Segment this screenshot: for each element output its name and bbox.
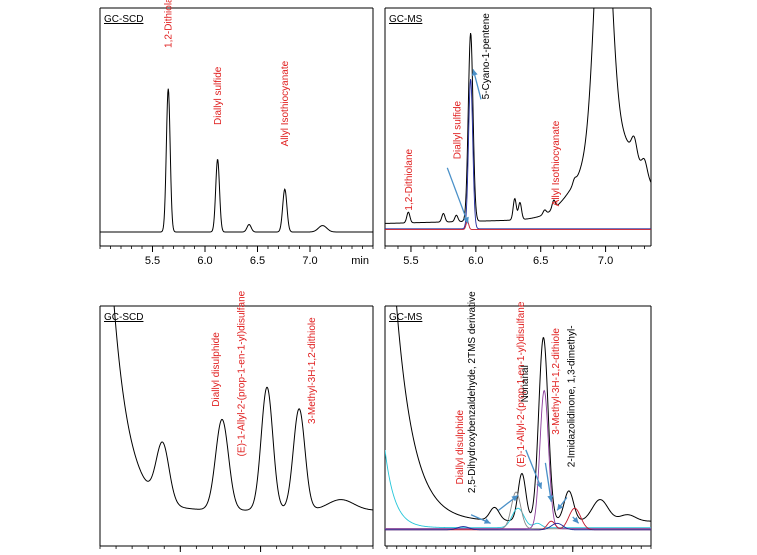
plot-area	[100, 88, 373, 233]
tick-label: 6.0	[197, 255, 212, 267]
peak-label: 1,2-Dithiolane	[163, 0, 174, 48]
peak-label: 2-Imidazolidinone, 1,3-dimethyl-	[567, 325, 578, 467]
annotation-arrow-head	[471, 69, 478, 76]
chart-top-left: 5.5 6.0 6.5 7.0 min GC-SCD 1,2-Dithiolane Diall…	[99, 0, 374, 267]
chart-title: GC-MS	[389, 14, 423, 25]
annotation-arrow-head	[463, 216, 469, 224]
x-axis-label: min	[351, 255, 369, 267]
peak-label: Diallyl sulfide	[213, 66, 224, 125]
chart-title: GC-MS	[389, 312, 423, 323]
peak-label: 3-Methyl-3H-1,2-dithiole	[551, 328, 562, 435]
trace-eic-gray	[385, 491, 651, 530]
annotation-arrow-head	[557, 503, 564, 511]
trace-eic-purple	[385, 389, 651, 530]
peak-label: (E)-1-Allyl-2-(prop-1-en-1-yl)disulfane	[516, 301, 527, 467]
plot-area	[385, 306, 651, 531]
trace-eic-1	[385, 79, 651, 230]
chart-top-right: 5.5 6.0 6.5 7.0 GC-MS 1,2-Dithiolane Diallyl s…	[384, 7, 652, 267]
peak-label: (E)-1-Allyl-2-(prop-1-en-1-yl)disulfane	[237, 290, 248, 456]
peak-label: 1,2-Dithiolane	[404, 148, 415, 210]
annotation-arrow-head	[511, 495, 518, 502]
tick-label: 5.5	[403, 255, 418, 267]
tick-label: 7.0	[598, 255, 613, 267]
annotation-arrow	[446, 167, 469, 224]
peak-label: 3-Methyl-3H-1,2-dithiole	[307, 317, 318, 424]
tick-label: 6.5	[250, 255, 265, 267]
peak-label: 2,5-Dihydroxybenzaldehyde, 2TMS derivati…	[467, 291, 478, 493]
peak-label: Allyl Isothiocyanate	[551, 120, 562, 206]
plot-area	[385, 8, 651, 230]
trace-tic	[396, 306, 651, 522]
annotation-arrow-head	[547, 495, 554, 502]
annotation-arrow-head	[536, 482, 543, 489]
tick-label: 6.5	[533, 255, 548, 267]
tick-label: 7.0	[302, 255, 317, 267]
annotation-arrow	[525, 449, 543, 490]
trace-eic-blue	[385, 522, 651, 531]
peak-label: Allyl Isothiocyanate	[280, 60, 291, 146]
trace-tic	[385, 8, 651, 224]
trace-eic-2	[385, 220, 651, 230]
chart-title: GC-SCD	[104, 312, 143, 323]
trace-gc-scd	[100, 88, 373, 233]
annotation-arrow-head	[483, 518, 491, 524]
trace-eic-cyan	[385, 449, 651, 529]
tick-label: 5.5	[145, 255, 160, 267]
tick-label: 6.0	[468, 255, 483, 267]
peak-label: Diallyl disulphide	[455, 410, 466, 485]
peak-label: 5-Cyano-1-pentene	[481, 13, 492, 100]
peak-label: Nonanal	[520, 365, 531, 402]
plot-area	[113, 306, 373, 511]
annotation-arrow-head	[572, 516, 579, 524]
peak-label: Diallyl disulphide	[211, 332, 222, 407]
annotation-arrow	[544, 462, 552, 502]
peak-label: Diallyl sulfide	[452, 100, 463, 159]
trace-gc-scd	[113, 306, 373, 511]
chart-title: GC-SCD	[104, 14, 143, 25]
